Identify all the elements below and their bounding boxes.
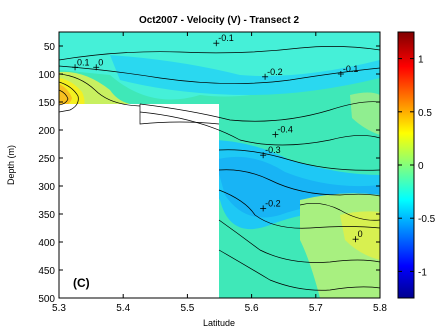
y-tick-label: 300 — [38, 182, 55, 193]
y-axis-label: Depth (m) — [6, 145, 16, 185]
contour-label: 0.1 — [77, 57, 90, 67]
y-axis: 50 100 150 200 250 300 350 400 450 500 — [38, 42, 380, 305]
contour-label-layer: -0.1 0.1 0 -0.2 -0.1 -0.4 -0.3 -0.2 0 — [72, 33, 363, 243]
y-tick-label: 100 — [38, 70, 55, 81]
plot-frame — [58, 31, 381, 299]
colorbar-tick-label: 0 — [418, 161, 424, 172]
chart-title: Oct2007 - Velocity (V) - Transect 2 — [139, 15, 300, 26]
y-tick-label: 50 — [44, 42, 56, 53]
contour-line — [218, 219, 380, 263]
positive-deep-core — [340, 211, 380, 260]
velocity-contour-plot — [59, 32, 380, 298]
contour-label: -0.2 — [267, 67, 283, 77]
contour-label: 0 — [358, 229, 363, 239]
x-tick-label: 5.5 — [180, 303, 194, 314]
x-tick-label: 5.7 — [309, 303, 323, 314]
x-tick-label: 5.8 — [373, 303, 387, 314]
contour-line — [139, 111, 380, 146]
y-tick-label: 350 — [38, 210, 55, 221]
colorbar-ticks: 1 0.5 0 -0.5 -1 — [398, 55, 436, 278]
x-tick-label: 5.4 — [116, 303, 130, 314]
y-tick-label: 450 — [38, 266, 55, 277]
contour-label: -0.1 — [218, 33, 234, 43]
colorbar-tick-label: 0.5 — [418, 108, 432, 119]
x-axis: 5.3 5.4 5.5 5.6 5.7 5.8 — [52, 32, 387, 314]
y-tick-label: 400 — [38, 238, 55, 249]
x-tick-label: 5.6 — [245, 303, 259, 314]
contour-line — [139, 101, 380, 122]
y-tick-label: 500 — [38, 294, 55, 305]
contour-line — [59, 46, 380, 61]
colorbar-tick-label: -0.5 — [418, 214, 436, 225]
contour-line — [218, 189, 380, 229]
contour-line — [218, 249, 380, 291]
contour-label: -0.3 — [265, 145, 281, 155]
contour-line — [139, 104, 220, 125]
upper-cyan-band — [110, 55, 380, 95]
y-tick-label: 150 — [38, 98, 55, 109]
x-tick-label: 5.3 — [52, 303, 66, 314]
contour-label: -0.4 — [277, 124, 293, 134]
panel-label: (C) — [73, 276, 90, 290]
y-tick-label: 200 — [38, 126, 55, 137]
contour-line — [59, 89, 69, 106]
colorbar-tick-label: -1 — [418, 267, 427, 278]
colorbar-tick-label: 1 — [418, 55, 424, 66]
no-data-mask — [59, 104, 219, 298]
x-axis-label: Latitude — [203, 318, 235, 328]
contour-line — [218, 169, 380, 197]
contour-label: -0.2 — [265, 198, 281, 208]
contour-label: -0.1 — [343, 64, 359, 74]
no-data-mask-upper — [59, 104, 140, 124]
contour-line — [59, 65, 380, 84]
contour-line — [59, 81, 79, 113]
y-tick-label: 250 — [38, 154, 55, 165]
contour-line — [218, 149, 380, 171]
contour-label: 0 — [98, 57, 103, 67]
contour-line — [299, 203, 380, 221]
contour-line — [59, 73, 141, 107]
contour-lines — [59, 46, 380, 291]
